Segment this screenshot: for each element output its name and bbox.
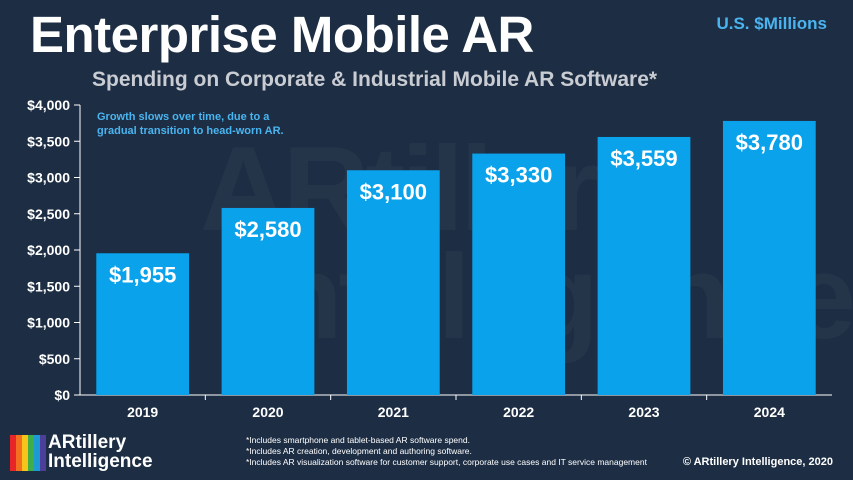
logo-stripe <box>16 435 22 471</box>
footnote-3: *Includes AR visualization software for … <box>246 457 647 467</box>
footnotes: *Includes smartphone and tablet-based AR… <box>246 435 647 468</box>
y-tick-label: $2,500 <box>27 206 70 222</box>
logo-stripe <box>28 435 34 471</box>
units-label: U.S. $Millions <box>716 14 827 33</box>
x-tick-label: 2021 <box>378 404 409 420</box>
bar-value-label: $3,100 <box>360 179 427 204</box>
logo-stripe <box>10 435 16 471</box>
x-tick-label: 2020 <box>252 404 283 420</box>
bar-value-label: $3,330 <box>485 163 552 188</box>
y-tick-label: $3,500 <box>27 133 70 149</box>
footnote-1: *Includes smartphone and tablet-based AR… <box>246 435 470 445</box>
x-tick-label: 2019 <box>127 404 158 420</box>
annotation-line-1: Growth slows over time, due to a <box>97 111 270 123</box>
logo-stripe <box>40 435 46 471</box>
bar <box>221 207 315 395</box>
x-tick-label: 2022 <box>503 404 534 420</box>
bar-value-label: $3,559 <box>610 146 677 171</box>
y-tick-label: $3,000 <box>27 170 70 186</box>
y-tick-label: $1,500 <box>27 278 70 294</box>
company-logo: ARtillery Intelligence <box>10 433 180 474</box>
bar <box>597 136 691 395</box>
logo-stripe <box>34 435 40 471</box>
bar <box>346 170 440 395</box>
logo-line-2: Intelligence <box>48 451 153 472</box>
bar <box>96 253 190 395</box>
logo-stripe <box>22 435 28 471</box>
x-tick-label: 2024 <box>754 404 785 420</box>
annotation-line-2: gradual transition to head-worn AR. <box>97 125 284 137</box>
page-title: Enterprise Mobile AR <box>30 6 534 63</box>
bar <box>722 120 816 395</box>
bar <box>472 153 566 395</box>
y-tick-label: $500 <box>39 351 70 367</box>
chart-subtitle: Spending on Corporate & Industrial Mobil… <box>92 68 658 91</box>
copyright: © ARtillery Intelligence, 2020 <box>682 456 833 468</box>
footnote-2: *Includes AR creation, development and a… <box>246 446 472 456</box>
bar-value-label: $2,580 <box>234 217 301 242</box>
y-tick-label: $0 <box>54 387 70 403</box>
x-tick-label: 2023 <box>628 404 659 420</box>
y-tick-label: $2,000 <box>27 242 70 258</box>
bar-value-label: $1,955 <box>109 262 176 287</box>
y-tick-label: $4,000 <box>27 97 70 113</box>
logo-text: ARtillery Intelligence <box>48 433 153 471</box>
y-tick-label: $1,000 <box>27 315 70 331</box>
logo-line-1: ARtillery <box>48 432 127 453</box>
bar-value-label: $3,780 <box>736 130 803 155</box>
logo-stripes-icon <box>10 435 46 471</box>
chart-annotation: Growth slows over time, due to a gradual… <box>97 110 337 138</box>
